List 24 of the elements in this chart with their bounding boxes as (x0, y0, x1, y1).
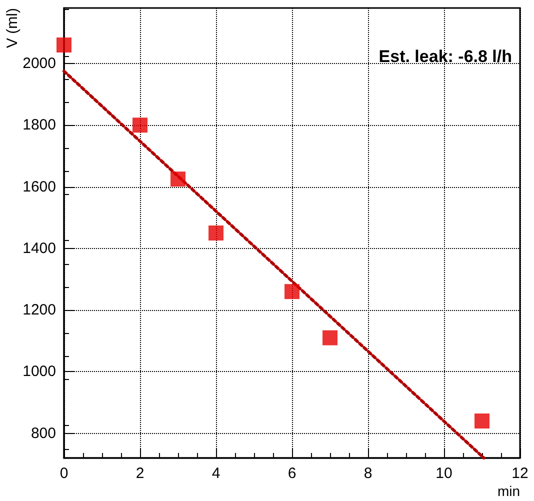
y-tick-label: 1800 (22, 116, 56, 134)
y-axis-title: V (ml) (4, 8, 21, 48)
x-tick-label: 12 (512, 465, 528, 482)
point (132, 118, 148, 133)
y-tick-label: 2000 (22, 54, 56, 72)
annotation: Est. leak: -6.8 l/h (378, 47, 512, 66)
x-tick-label: 10 (436, 465, 452, 482)
x-tick-label: 4 (212, 465, 220, 482)
x-tick-label: 8 (364, 465, 372, 482)
point (322, 330, 338, 346)
y-tick-label: 800 (30, 424, 56, 442)
x-axis-title: min (497, 483, 520, 499)
y-tick-label: 1200 (22, 302, 56, 319)
y-tick-label: 1600 (22, 178, 56, 196)
point (474, 414, 490, 429)
y-tick-label: 1000 (22, 363, 56, 380)
point (284, 284, 300, 300)
x-tick-label: 0 (60, 465, 68, 482)
point (56, 37, 72, 52)
x-tick-label: 2 (136, 465, 144, 482)
x-tick-label: 6 (288, 465, 296, 482)
point (170, 172, 186, 187)
y-tick-label: 1400 (22, 240, 56, 257)
point (208, 226, 224, 240)
